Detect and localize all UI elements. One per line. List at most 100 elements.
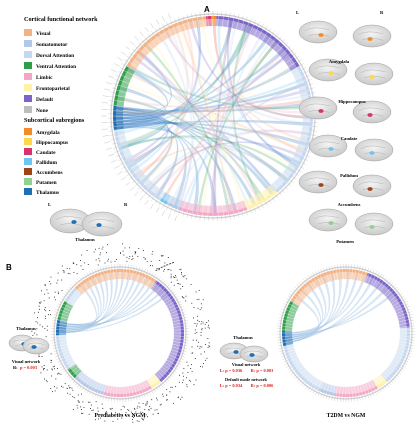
- tick: [404, 306, 410, 309]
- node-divider: [386, 369, 394, 376]
- tick: [51, 322, 57, 324]
- node-divider: [332, 270, 335, 281]
- scatter-dot: [207, 326, 209, 328]
- node-divider: [153, 374, 161, 383]
- scatter-dot: [104, 262, 106, 264]
- scatter-dot: [158, 269, 160, 271]
- scatter-dot: [156, 397, 157, 399]
- brain-sulcus: [364, 76, 386, 79]
- legend-swatch-sub-1: [24, 138, 32, 145]
- tick: [109, 134, 115, 136]
- node-divider: [122, 269, 124, 280]
- node-divider: [119, 80, 130, 84]
- scatter-dot: [36, 328, 38, 330]
- scatter-dot: [167, 256, 169, 258]
- tick: [391, 284, 396, 289]
- tick: [284, 185, 289, 190]
- tick: [169, 288, 174, 293]
- scatter-dot: [204, 323, 206, 325]
- tick: [89, 271, 92, 276]
- node-divider: [282, 172, 291, 180]
- scatter-dot: [191, 352, 193, 354]
- legend: Cortical functional network Visual Somato…: [24, 16, 98, 196]
- network-band: [293, 272, 346, 306]
- tick: [126, 55, 131, 60]
- node-divider: [167, 196, 173, 206]
- node-divider: [119, 148, 130, 152]
- tick: [398, 293, 403, 297]
- node-divider: [109, 386, 112, 397]
- tick: [110, 91, 116, 94]
- node-divider: [144, 381, 150, 391]
- scatter-dot: [170, 281, 172, 283]
- tick: [167, 375, 172, 380]
- node-label-mark: [101, 102, 108, 104]
- scatter-dot: [192, 352, 194, 354]
- scatter-dot: [90, 408, 91, 409]
- node-label-mark: [102, 135, 109, 137]
- scatter-dot: [180, 288, 182, 290]
- scatter-dot: [50, 283, 52, 285]
- scatter-dot: [205, 343, 206, 345]
- scatter-dot: [159, 404, 161, 406]
- brain-sulcus: [358, 107, 384, 112]
- network-band: [60, 302, 74, 322]
- node-divider: [398, 316, 408, 320]
- tick: [61, 295, 67, 299]
- tick: [310, 91, 316, 94]
- node-divider: [288, 164, 297, 171]
- tick: [109, 96, 115, 98]
- node-divider: [399, 335, 410, 337]
- node-divider: [166, 300, 176, 307]
- scatter-dot: [80, 260, 81, 261]
- node-label-mark: [106, 82, 112, 85]
- node-divider: [300, 287, 308, 295]
- node-divider: [285, 313, 295, 317]
- brain-thumbnails: [8, 20, 394, 363]
- node-divider: [399, 326, 410, 328]
- scatter-dot: [193, 384, 195, 386]
- node-divider: [207, 16, 209, 27]
- node-divider: [145, 182, 153, 191]
- scatter-dot: [126, 260, 128, 262]
- scatter-dot: [149, 406, 151, 408]
- network-arc: [113, 105, 117, 130]
- scatter-dot: [190, 368, 192, 369]
- node-divider: [392, 359, 402, 366]
- tick: [290, 371, 296, 375]
- t2-default-l: L: p = 0.034: [220, 383, 243, 388]
- scatter-dot: [37, 317, 38, 319]
- tick: [150, 388, 154, 394]
- tick: [406, 352, 412, 355]
- tick: [155, 275, 159, 280]
- tick: [130, 264, 132, 270]
- tick: [121, 165, 127, 169]
- brain-sulcus: [318, 72, 340, 75]
- node-divider: [116, 139, 127, 143]
- tick: [401, 364, 406, 368]
- node-divider: [163, 364, 172, 371]
- tick: [371, 391, 375, 397]
- scatter-dot: [126, 256, 128, 258]
- tick: [159, 383, 163, 388]
- scatter-dot: [97, 407, 99, 409]
- scatter-dot: [200, 334, 202, 336]
- tick: [393, 375, 398, 380]
- node-divider: [103, 385, 107, 395]
- legend-item-subcortical-2: Caudate: [36, 150, 56, 156]
- node-divider: [285, 168, 294, 175]
- node-divider: [308, 281, 315, 290]
- tick: [99, 394, 102, 400]
- node-divider: [284, 316, 294, 320]
- tick: [138, 266, 141, 272]
- scatter-dot: [32, 334, 34, 336]
- scatter-dot: [61, 265, 63, 267]
- tick: [51, 325, 57, 327]
- brain-sulcus: [59, 223, 83, 226]
- node-divider: [253, 26, 259, 36]
- t2-default-label: Default mode network: [225, 377, 268, 382]
- tick: [353, 264, 355, 270]
- scatter-dot: [98, 247, 100, 249]
- node-divider: [296, 148, 307, 152]
- node-label-mark: [111, 159, 117, 163]
